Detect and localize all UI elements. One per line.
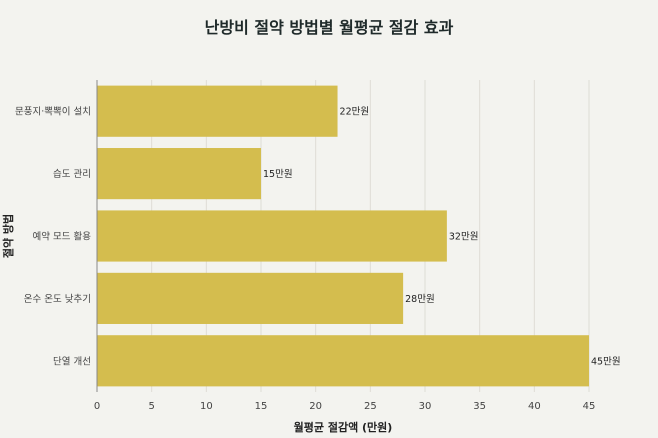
bar xyxy=(97,210,447,262)
chart-title: 난방비 절약 방법별 월평균 절감 효과 xyxy=(205,18,454,37)
category-label: 단열 개선 xyxy=(53,356,91,367)
data-label: 15만원 xyxy=(263,169,293,180)
x-tick-label: 15 xyxy=(255,401,268,412)
x-axis-title: 월평균 절감액 (만원) xyxy=(294,420,393,434)
x-tick-label: 25 xyxy=(364,401,377,412)
x-tick-label: 30 xyxy=(419,401,432,412)
data-label: 45만원 xyxy=(591,356,621,367)
y-axis-title: 절약 방법 xyxy=(1,214,15,258)
x-tick-label: 0 xyxy=(94,401,100,412)
bars xyxy=(97,85,589,387)
x-tick-label: 5 xyxy=(148,401,154,412)
x-tick-label: 35 xyxy=(473,401,486,412)
bar xyxy=(97,272,404,324)
x-tick-label: 40 xyxy=(528,401,541,412)
category-label: 습도 관리 xyxy=(53,169,91,180)
category-label: 온수 온도 낮추기 xyxy=(24,294,91,305)
data-label: 22만원 xyxy=(340,107,370,118)
category-label: 문풍지·뽁뽁이 설치 xyxy=(15,106,91,118)
x-tick-label: 20 xyxy=(309,401,322,412)
data-label: 28만원 xyxy=(405,294,435,305)
x-tick-label: 10 xyxy=(200,401,213,412)
category-label: 예약 모드 활용 xyxy=(33,231,92,243)
data-label: 32만원 xyxy=(449,232,479,243)
bar xyxy=(97,335,589,387)
bar xyxy=(97,148,261,200)
bar xyxy=(97,85,338,137)
x-tick-label: 45 xyxy=(583,401,596,412)
